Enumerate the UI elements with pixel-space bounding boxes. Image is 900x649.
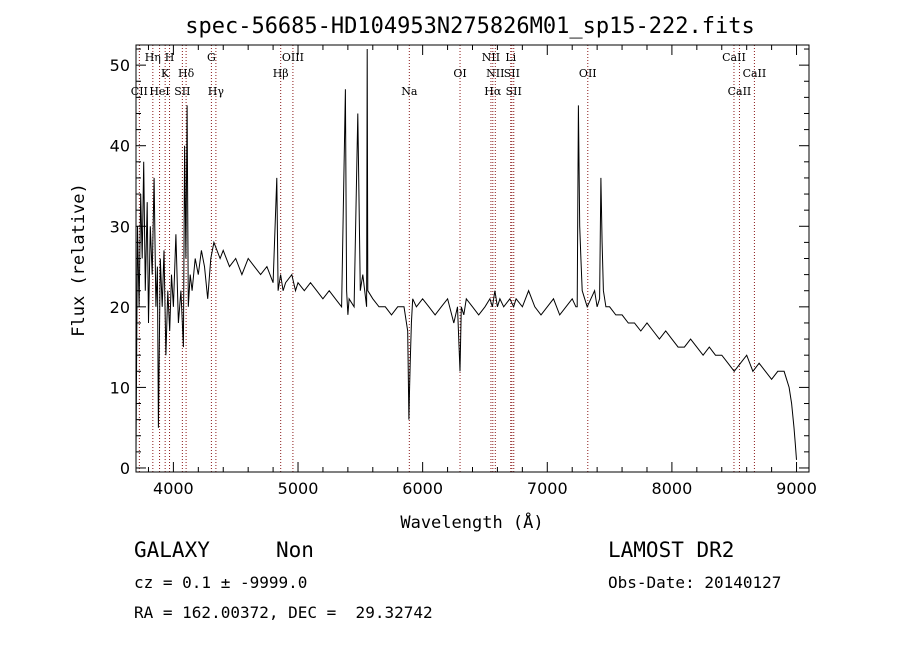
spectral-line-label: Hβ xyxy=(273,67,289,80)
spectral-line-label: SII xyxy=(506,85,522,98)
y-axis-ticks: 0 10 20 30 40 50 xyxy=(110,48,809,478)
x-tick-label: 8000 xyxy=(652,479,693,498)
spectral-line-label: Hα xyxy=(484,85,502,98)
spectral-line-label: NII xyxy=(486,67,504,80)
spectral-line-label: Hη xyxy=(145,51,161,64)
redshift-cz: cz = 0.1 ± -9999.0 xyxy=(134,573,308,592)
object-class: GALAXY xyxy=(134,538,210,562)
spectral-line-label: SII xyxy=(504,67,520,80)
x-axis-label: Wavelength (Å) xyxy=(400,511,543,533)
ra-dec-coordinates: RA = 162.00372, DEC = 29.32742 xyxy=(134,603,433,622)
spectral-line-label: G xyxy=(207,51,216,64)
spectral-line-label: OII xyxy=(579,67,597,80)
spectral-line-label: H xyxy=(165,51,175,64)
survey-name: LAMOST DR2 xyxy=(608,538,735,562)
spectral-line-label: CII xyxy=(131,85,148,98)
chart-title: spec-56685-HD104953N275826M01_sp15-222.f… xyxy=(185,14,755,39)
object-subclass: Non xyxy=(276,538,314,562)
spectral-line-label: OIII xyxy=(282,51,304,64)
y-tick-label: 0 xyxy=(120,459,130,478)
observation-date: Obs-Date: 20140127 xyxy=(608,573,782,592)
x-tick-label: 7000 xyxy=(527,479,568,498)
y-tick-label: 30 xyxy=(110,217,130,236)
spectral-line-label: OI xyxy=(453,67,466,80)
spectral-line-label: HeI xyxy=(149,85,169,98)
spectral-line-label: CaII xyxy=(728,85,752,98)
y-tick-label: 50 xyxy=(110,56,130,75)
y-tick-label: 20 xyxy=(110,298,130,317)
spectral-line-label: NII xyxy=(482,51,500,64)
spectral-line-label: SII xyxy=(174,85,190,98)
spectral-line-labels: CII Hη HeI KH SII Hδ G Hγ Hβ OIII Na OI NII NII Hα Li SI… xyxy=(131,51,766,98)
y-tick-label: 40 xyxy=(110,137,130,156)
spectral-line-label: K xyxy=(161,67,170,80)
x-tick-label: 5000 xyxy=(278,479,319,498)
y-tick-label: 10 xyxy=(110,378,130,397)
x-tick-label: 9000 xyxy=(776,479,817,498)
x-tick-label: 4000 xyxy=(153,479,194,498)
spectrum-series-line xyxy=(135,48,797,460)
x-axis-ticks: 4000 5000 6000 7000 8000 9000 xyxy=(147,45,817,498)
x-tick-label: 6000 xyxy=(402,479,443,498)
spectral-line-markers xyxy=(138,45,755,472)
spectral-line-label: Li xyxy=(505,51,516,64)
y-axis-label: Flux (relative) xyxy=(69,183,89,337)
plot-frame xyxy=(135,44,810,473)
spectral-line-label: Na xyxy=(401,85,418,98)
spectral-line-label: CaII xyxy=(722,51,746,64)
spectral-line-label: Hδ xyxy=(178,67,195,80)
spectral-line-label: Hγ xyxy=(208,85,225,98)
spectral-line-label: CaII xyxy=(743,67,767,80)
